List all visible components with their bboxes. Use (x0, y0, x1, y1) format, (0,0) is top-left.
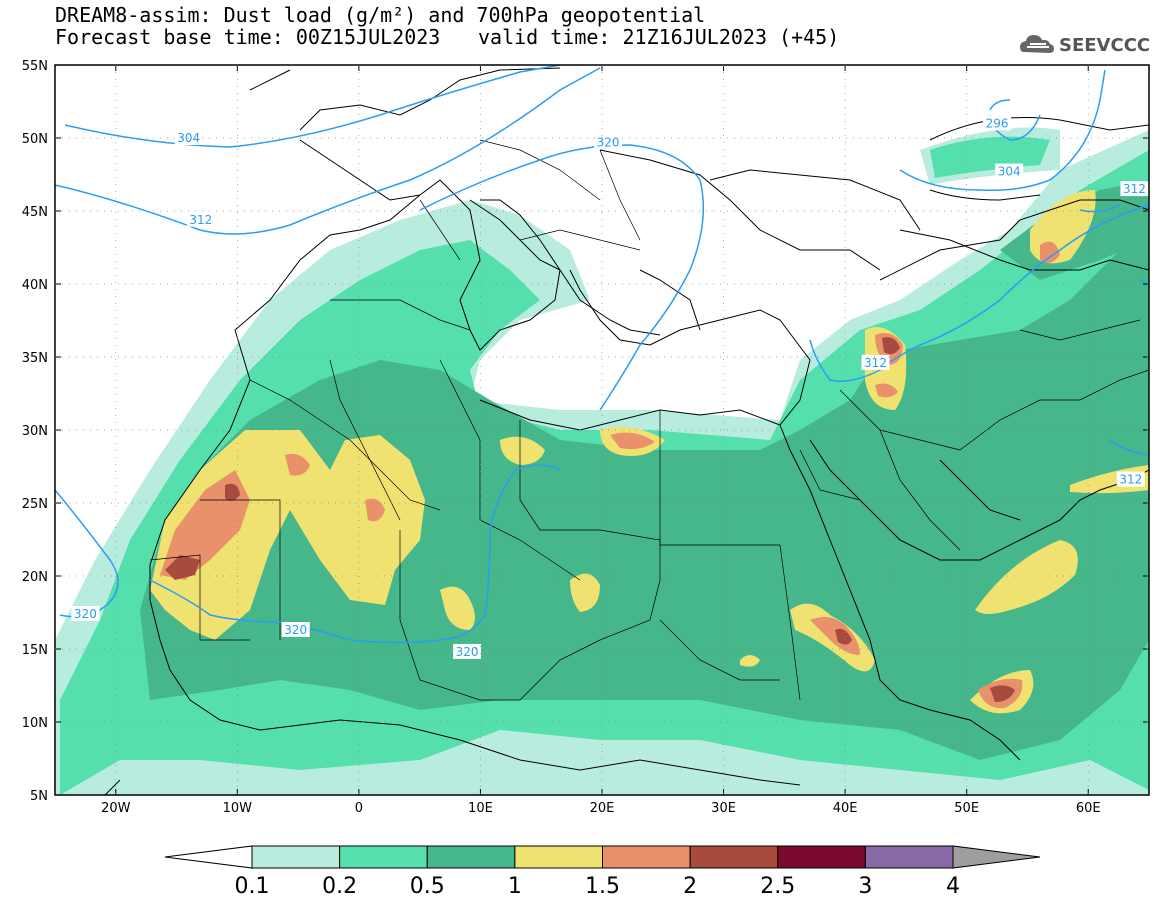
gridlines (55, 65, 1149, 795)
contour-304-west (64, 65, 561, 148)
lat-tick-label: 55N (22, 59, 48, 74)
lon-tick-label: 20W (101, 801, 131, 816)
colorbar-label: 0.1 (235, 874, 270, 899)
colorbar-label: 0.2 (322, 874, 357, 899)
contour-312-west (55, 67, 601, 235)
lat-tick-label: 5N (30, 789, 48, 804)
colorbar-swatch (864, 845, 954, 869)
contour-312-east (809, 204, 1149, 382)
lon-tick-label: 50E (954, 801, 979, 816)
lat-tick-label: 20N (22, 570, 48, 585)
dust-level-2 (165, 555, 200, 580)
colorbar-label: 2 (683, 874, 697, 899)
lon-tick-label: 40E (833, 801, 858, 816)
lon-tick-label: 60E (1076, 801, 1101, 816)
contour-label: 312 (861, 354, 890, 370)
contour-304-east (899, 69, 1106, 192)
colorbar-label: 3 (858, 874, 872, 899)
colorbar: 0.1 0.2 0.5 1 1.5 2 2.5 3 4 (164, 845, 1041, 899)
contour-label-text: 312 (189, 213, 212, 227)
contour-label: 320 (281, 622, 310, 638)
colorbar-swatch (689, 845, 779, 869)
svg-text:SEEVCCC: SEEVCCC (1059, 35, 1150, 56)
lon-tick-label: 0 (355, 801, 363, 816)
latitude-axis: 55N 50N 45N 40N 35N 30N 25N 20N 15N 10N 5N (22, 59, 1149, 804)
colorbar-swatch (251, 845, 341, 869)
colorbar-label: 0.5 (410, 874, 445, 899)
contour-label-text: 312 (1119, 473, 1142, 487)
valid-time: valid time: 21Z16JUL2023 (+45) (478, 25, 840, 49)
colorbar-label: 1.5 (585, 874, 620, 899)
lat-tick-label: 35N (22, 351, 48, 366)
contour-label: 312 (186, 211, 215, 227)
lat-tick-label: 40N (22, 278, 48, 293)
colorbar-swatch (426, 845, 516, 869)
contour-label-text: 320 (284, 623, 307, 637)
contour-320-north (419, 144, 705, 411)
lon-tick-label: 20E (590, 801, 615, 816)
seevccc-logo: SEEVCCC (1020, 35, 1150, 56)
geopotential-contours (55, 65, 1149, 644)
contour-320-sahel (149, 464, 561, 644)
lat-tick-label: 30N (22, 424, 48, 439)
contour-label: 312 (1120, 181, 1149, 197)
contour-label-text: 296 (986, 116, 1009, 130)
contour-label: 320 (71, 605, 100, 621)
forecast-base-time: Forecast base time: 00Z15JUL2023 (55, 25, 441, 49)
contour-label-text: 320 (74, 607, 97, 621)
lat-tick-label: 10N (22, 716, 48, 731)
lon-tick-label: 10E (468, 801, 493, 816)
contour-label-text: 312 (1123, 182, 1146, 196)
colorbar-under-arrow (164, 845, 253, 869)
contour-label-text: 304 (998, 165, 1021, 179)
colorbar-swatch (514, 845, 603, 869)
colorbar-label: 4 (946, 874, 960, 899)
colorbar-over-arrow (952, 845, 1041, 869)
contour-label-text: 312 (864, 356, 887, 370)
lat-tick-label: 50N (22, 132, 48, 147)
contour-label: 312 (1116, 471, 1145, 487)
country-borders (149, 139, 1149, 701)
contour-labels: 304 312 320 296 304 312 312 312 320 320 320 (71, 115, 1149, 659)
colorbar-label: 2.5 (760, 874, 795, 899)
contour-312-southeast (1109, 439, 1149, 456)
contour-label: 320 (453, 643, 482, 659)
colorbar-swatch (339, 845, 428, 869)
contour-label: 304 (995, 163, 1024, 179)
contour-label: 304 (174, 130, 203, 145)
lon-tick-label: 10W (223, 801, 253, 816)
colorbar-swatch (602, 845, 691, 869)
contour-label: 320 (594, 134, 623, 150)
map-title: DREAM8-assim: Dust load (g/m²) and 700hP… (55, 3, 706, 27)
lat-tick-label: 45N (22, 205, 48, 220)
colorbar-swatch (777, 845, 866, 869)
lat-tick-label: 15N (22, 643, 48, 658)
contour-label: 296 (983, 115, 1012, 131)
contour-label-text: 320 (597, 135, 620, 149)
colorbar-label: 1 (508, 874, 522, 899)
contour-label-text: 320 (456, 645, 479, 659)
longitude-axis: 20W 10W 0 10E 20E 30E 40E 50E 60E (101, 65, 1101, 816)
lon-tick-label: 30E (711, 801, 736, 816)
lat-tick-label: 25N (22, 497, 48, 512)
